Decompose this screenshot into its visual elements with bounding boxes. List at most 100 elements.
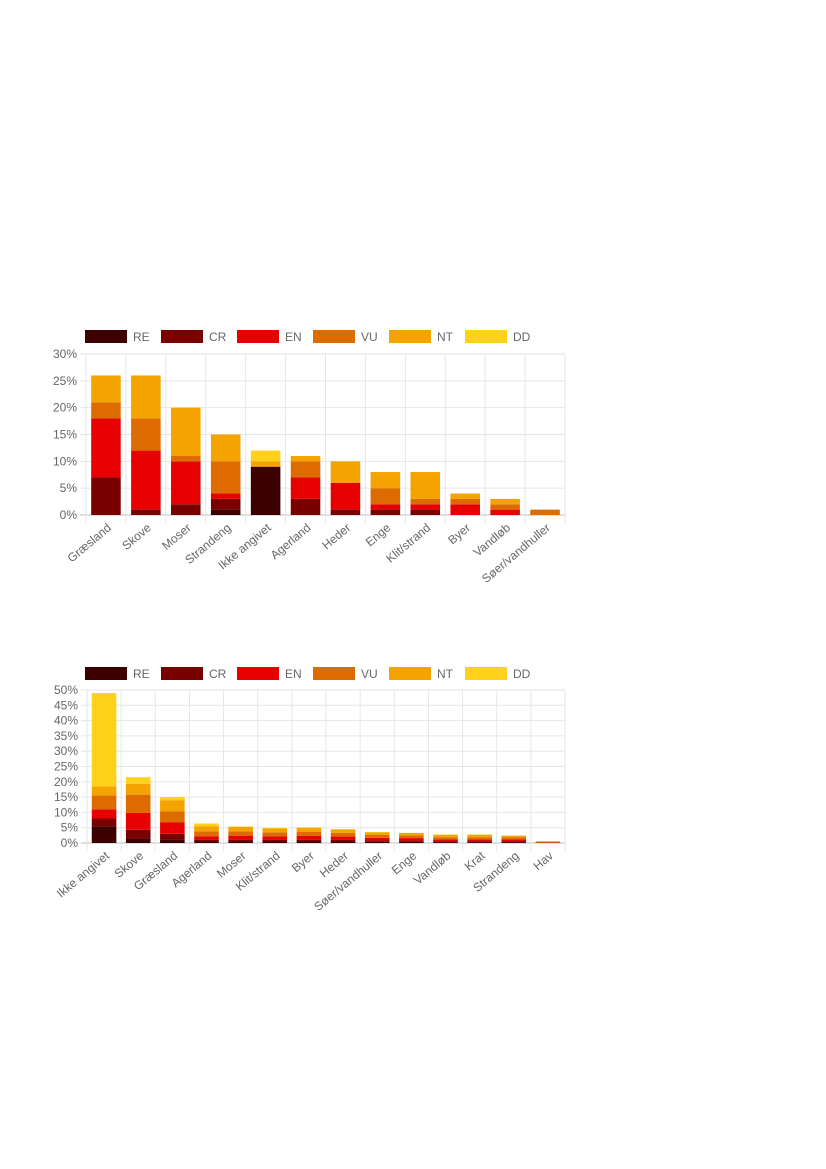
- bar-segment-re[interactable]: [330, 841, 356, 843]
- bar-segment-nt[interactable]: [399, 832, 424, 836]
- bar-segment-cr[interactable]: [210, 498, 241, 510]
- bar-segment-vu[interactable]: [194, 831, 219, 837]
- bar-segment-en[interactable]: [370, 504, 401, 510]
- bar-segment-re[interactable]: [228, 841, 253, 843]
- bar-segment-dd[interactable]: [125, 777, 151, 784]
- bar-segment-en[interactable]: [210, 493, 241, 499]
- bar-segment-nt[interactable]: [410, 472, 441, 499]
- bar-segment-nt[interactable]: [250, 461, 281, 467]
- bar-segment-nt[interactable]: [330, 461, 361, 483]
- bar-segment-en[interactable]: [433, 839, 458, 842]
- bar-segment-en[interactable]: [501, 839, 527, 842]
- bar-segment-cr[interactable]: [296, 839, 322, 842]
- bar-segment-nt[interactable]: [131, 375, 161, 419]
- bar-segment-nt[interactable]: [467, 834, 492, 838]
- bar-segment-en[interactable]: [467, 839, 492, 842]
- bar-segment-nt[interactable]: [160, 800, 185, 812]
- legend-item-cr[interactable]: CR: [161, 667, 227, 681]
- bar-segment-vu[interactable]: [535, 841, 561, 843]
- bar-segment-en[interactable]: [296, 835, 322, 840]
- bar-segment-cr[interactable]: [91, 477, 121, 515]
- bar-segment-vu[interactable]: [290, 461, 321, 478]
- legend-item-re[interactable]: RE: [85, 667, 150, 681]
- bar-segment-vu[interactable]: [364, 834, 390, 838]
- bar-segment-en[interactable]: [490, 509, 520, 515]
- bar-segment-nt[interactable]: [364, 832, 390, 835]
- bar-segment-vu[interactable]: [450, 498, 480, 505]
- bar-segment-cr[interactable]: [125, 829, 151, 839]
- bar-segment-nt[interactable]: [210, 434, 241, 462]
- bar-segment-nt[interactable]: [490, 498, 520, 505]
- bar-segment-cr[interactable]: [370, 509, 401, 515]
- bar-segment-cr[interactable]: [262, 839, 288, 842]
- bar-segment-re[interactable]: [433, 842, 458, 843]
- bar-segment-en[interactable]: [399, 838, 424, 841]
- bar-segment-cr[interactable]: [399, 840, 424, 842]
- bar-segment-en[interactable]: [131, 450, 161, 510]
- bar-segment-re[interactable]: [250, 466, 281, 515]
- bar-segment-nt[interactable]: [330, 829, 356, 833]
- bar-segment-vu[interactable]: [91, 795, 117, 810]
- bar-segment-nt[interactable]: [228, 826, 253, 832]
- bar-segment-en[interactable]: [171, 461, 201, 505]
- bar-segment-nt[interactable]: [262, 828, 288, 833]
- bar-segment-nt[interactable]: [125, 783, 151, 795]
- legend-item-re[interactable]: RE: [85, 330, 150, 344]
- bar-segment-cr[interactable]: [467, 841, 492, 843]
- legend-item-dd[interactable]: DD: [465, 667, 531, 681]
- bar-segment-cr[interactable]: [194, 839, 219, 842]
- bar-segment-vu[interactable]: [125, 794, 151, 814]
- bar-segment-vu[interactable]: [530, 509, 560, 515]
- legend-item-nt[interactable]: NT: [389, 330, 454, 344]
- legend-item-vu[interactable]: VU: [313, 667, 378, 681]
- bar-segment-vu[interactable]: [262, 832, 288, 837]
- bar-segment-nt[interactable]: [296, 827, 322, 832]
- bar-segment-nt[interactable]: [501, 835, 527, 838]
- bar-segment-re[interactable]: [125, 838, 151, 843]
- bar-segment-nt[interactable]: [370, 472, 401, 489]
- bar-segment-en[interactable]: [160, 822, 185, 834]
- bar-segment-vu[interactable]: [490, 504, 520, 510]
- bar-segment-nt[interactable]: [171, 407, 201, 456]
- bar-segment-vu[interactable]: [228, 831, 253, 836]
- bar-segment-cr[interactable]: [364, 840, 390, 842]
- bar-segment-dd[interactable]: [194, 823, 219, 827]
- bar-segment-cr[interactable]: [131, 509, 161, 515]
- bar-segment-vu[interactable]: [171, 455, 201, 462]
- bar-segment-vu[interactable]: [91, 402, 121, 419]
- legend-item-en[interactable]: EN: [237, 667, 302, 681]
- bar-segment-en[interactable]: [91, 809, 117, 819]
- legend-item-cr[interactable]: CR: [161, 330, 227, 344]
- bar-segment-re[interactable]: [91, 826, 117, 843]
- bar-segment-dd[interactable]: [250, 450, 281, 462]
- bar-segment-nt[interactable]: [290, 455, 321, 462]
- bar-segment-dd[interactable]: [160, 797, 185, 801]
- legend-item-nt[interactable]: NT: [389, 667, 454, 681]
- bar-segment-vu[interactable]: [160, 811, 185, 823]
- bar-segment-nt[interactable]: [433, 834, 458, 838]
- bar-segment-vu[interactable]: [410, 498, 441, 505]
- legend-item-en[interactable]: EN: [237, 330, 302, 344]
- legend-item-vu[interactable]: VU: [313, 330, 378, 344]
- bar-segment-re[interactable]: [467, 842, 492, 843]
- bar-segment-nt[interactable]: [194, 826, 219, 832]
- bar-segment-vu[interactable]: [399, 835, 424, 839]
- bar-segment-en[interactable]: [91, 418, 121, 478]
- bar-segment-cr[interactable]: [410, 509, 441, 515]
- bar-segment-re[interactable]: [262, 841, 288, 843]
- bar-segment-cr[interactable]: [91, 818, 117, 827]
- bar-segment-en[interactable]: [228, 835, 253, 840]
- bar-segment-en[interactable]: [410, 504, 441, 510]
- bar-segment-cr[interactable]: [330, 839, 356, 842]
- bar-segment-en[interactable]: [330, 482, 361, 510]
- bar-segment-cr[interactable]: [171, 504, 201, 515]
- bar-segment-cr[interactable]: [433, 841, 458, 843]
- bar-segment-cr[interactable]: [330, 509, 361, 515]
- bar-segment-vu[interactable]: [330, 832, 356, 837]
- bar-segment-re[interactable]: [399, 841, 424, 843]
- bar-segment-re[interactable]: [296, 841, 322, 843]
- bar-segment-vu[interactable]: [501, 837, 527, 840]
- bar-segment-nt[interactable]: [450, 493, 480, 499]
- bar-segment-dd[interactable]: [91, 693, 117, 787]
- bar-segment-vu[interactable]: [210, 461, 241, 494]
